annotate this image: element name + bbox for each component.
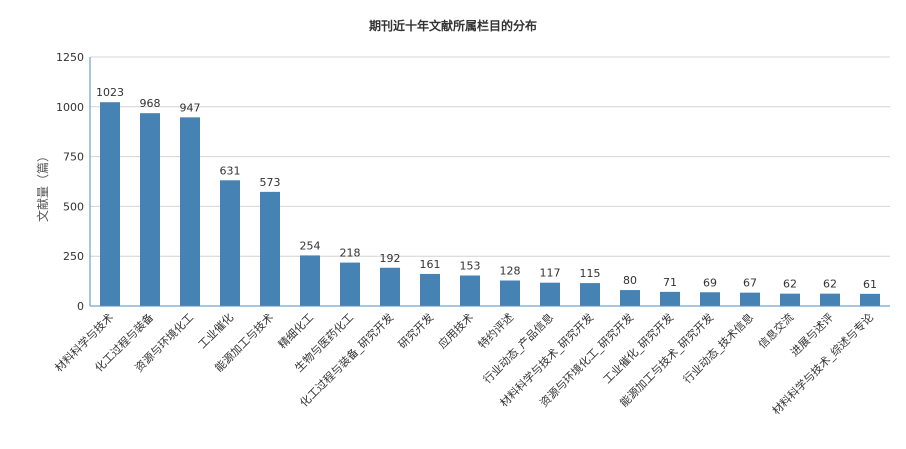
x-tick-label: 应用技术 bbox=[435, 310, 476, 351]
bar-value-label: 573 bbox=[260, 176, 281, 189]
bar bbox=[100, 102, 120, 306]
bar-value-label: 117 bbox=[540, 267, 561, 280]
bars bbox=[100, 102, 880, 306]
y-axis-ticks: 0 250 500 750 1000 1250 bbox=[56, 51, 84, 313]
bar-value-label: 67 bbox=[743, 277, 757, 290]
y-tick-label: 250 bbox=[63, 250, 84, 263]
bar bbox=[580, 283, 600, 306]
bar bbox=[500, 280, 520, 306]
bar bbox=[620, 290, 640, 306]
bar-value-label: 631 bbox=[220, 164, 241, 177]
bar bbox=[300, 255, 320, 306]
x-tick-label: 信息交流 bbox=[755, 310, 796, 351]
x-tick-label: 研究开发 bbox=[395, 310, 436, 351]
bar bbox=[260, 191, 280, 306]
bar-value-label: 968 bbox=[140, 97, 161, 110]
bar bbox=[780, 293, 800, 306]
bar bbox=[220, 180, 240, 306]
x-tick-label: 行业动态_技术信息 bbox=[680, 310, 756, 386]
bar-value-label: 254 bbox=[300, 239, 321, 252]
bar-value-label: 69 bbox=[703, 276, 717, 289]
bar bbox=[820, 293, 840, 306]
bar-value-label: 80 bbox=[623, 274, 637, 287]
data-labels: 1023 968 947 631 573 254 218 192 161 153 128 117 115… bbox=[96, 86, 877, 291]
x-tick-label: 行业动态_产品信息 bbox=[480, 310, 556, 386]
bar-value-label: 1023 bbox=[96, 86, 124, 99]
bar-value-label: 218 bbox=[340, 247, 361, 260]
bar bbox=[540, 282, 560, 306]
bar-value-label: 62 bbox=[823, 278, 837, 291]
y-tick-label: 1250 bbox=[56, 51, 84, 64]
bar-value-label: 115 bbox=[580, 267, 601, 280]
bar bbox=[420, 273, 440, 306]
bar-value-label: 128 bbox=[500, 265, 521, 278]
bar-value-label: 161 bbox=[420, 258, 441, 271]
bar bbox=[460, 275, 480, 306]
y-axis-label: 文献量（篇） bbox=[35, 150, 50, 222]
bar-value-label: 192 bbox=[380, 252, 401, 265]
y-tick-label: 500 bbox=[63, 200, 84, 213]
bar-value-label: 62 bbox=[783, 278, 797, 291]
x-tick-label: 精细化工 bbox=[275, 310, 316, 351]
y-tick-label: 1000 bbox=[56, 101, 84, 114]
bar-value-label: 153 bbox=[460, 260, 481, 273]
bar bbox=[140, 113, 160, 306]
bar-value-label: 71 bbox=[663, 276, 677, 289]
y-tick-label: 750 bbox=[63, 151, 84, 164]
grid-lines bbox=[90, 56, 890, 257]
bar bbox=[380, 267, 400, 306]
bar-value-label: 947 bbox=[180, 101, 201, 114]
bar bbox=[740, 292, 760, 306]
x-tick-label: 工业催化 bbox=[195, 310, 236, 351]
x-tick-label: 工业催化_研究开发 bbox=[600, 310, 676, 386]
bar bbox=[340, 262, 360, 306]
y-tick-label: 0 bbox=[77, 300, 84, 313]
bar bbox=[700, 292, 720, 306]
bar-value-label: 61 bbox=[863, 278, 877, 291]
chart-title: 期刊近十年文献所属栏目的分布 bbox=[369, 18, 537, 33]
x-tick-label: 特约评述 bbox=[475, 310, 516, 351]
bar bbox=[660, 291, 680, 306]
bar bbox=[180, 117, 200, 306]
bar bbox=[860, 293, 880, 306]
